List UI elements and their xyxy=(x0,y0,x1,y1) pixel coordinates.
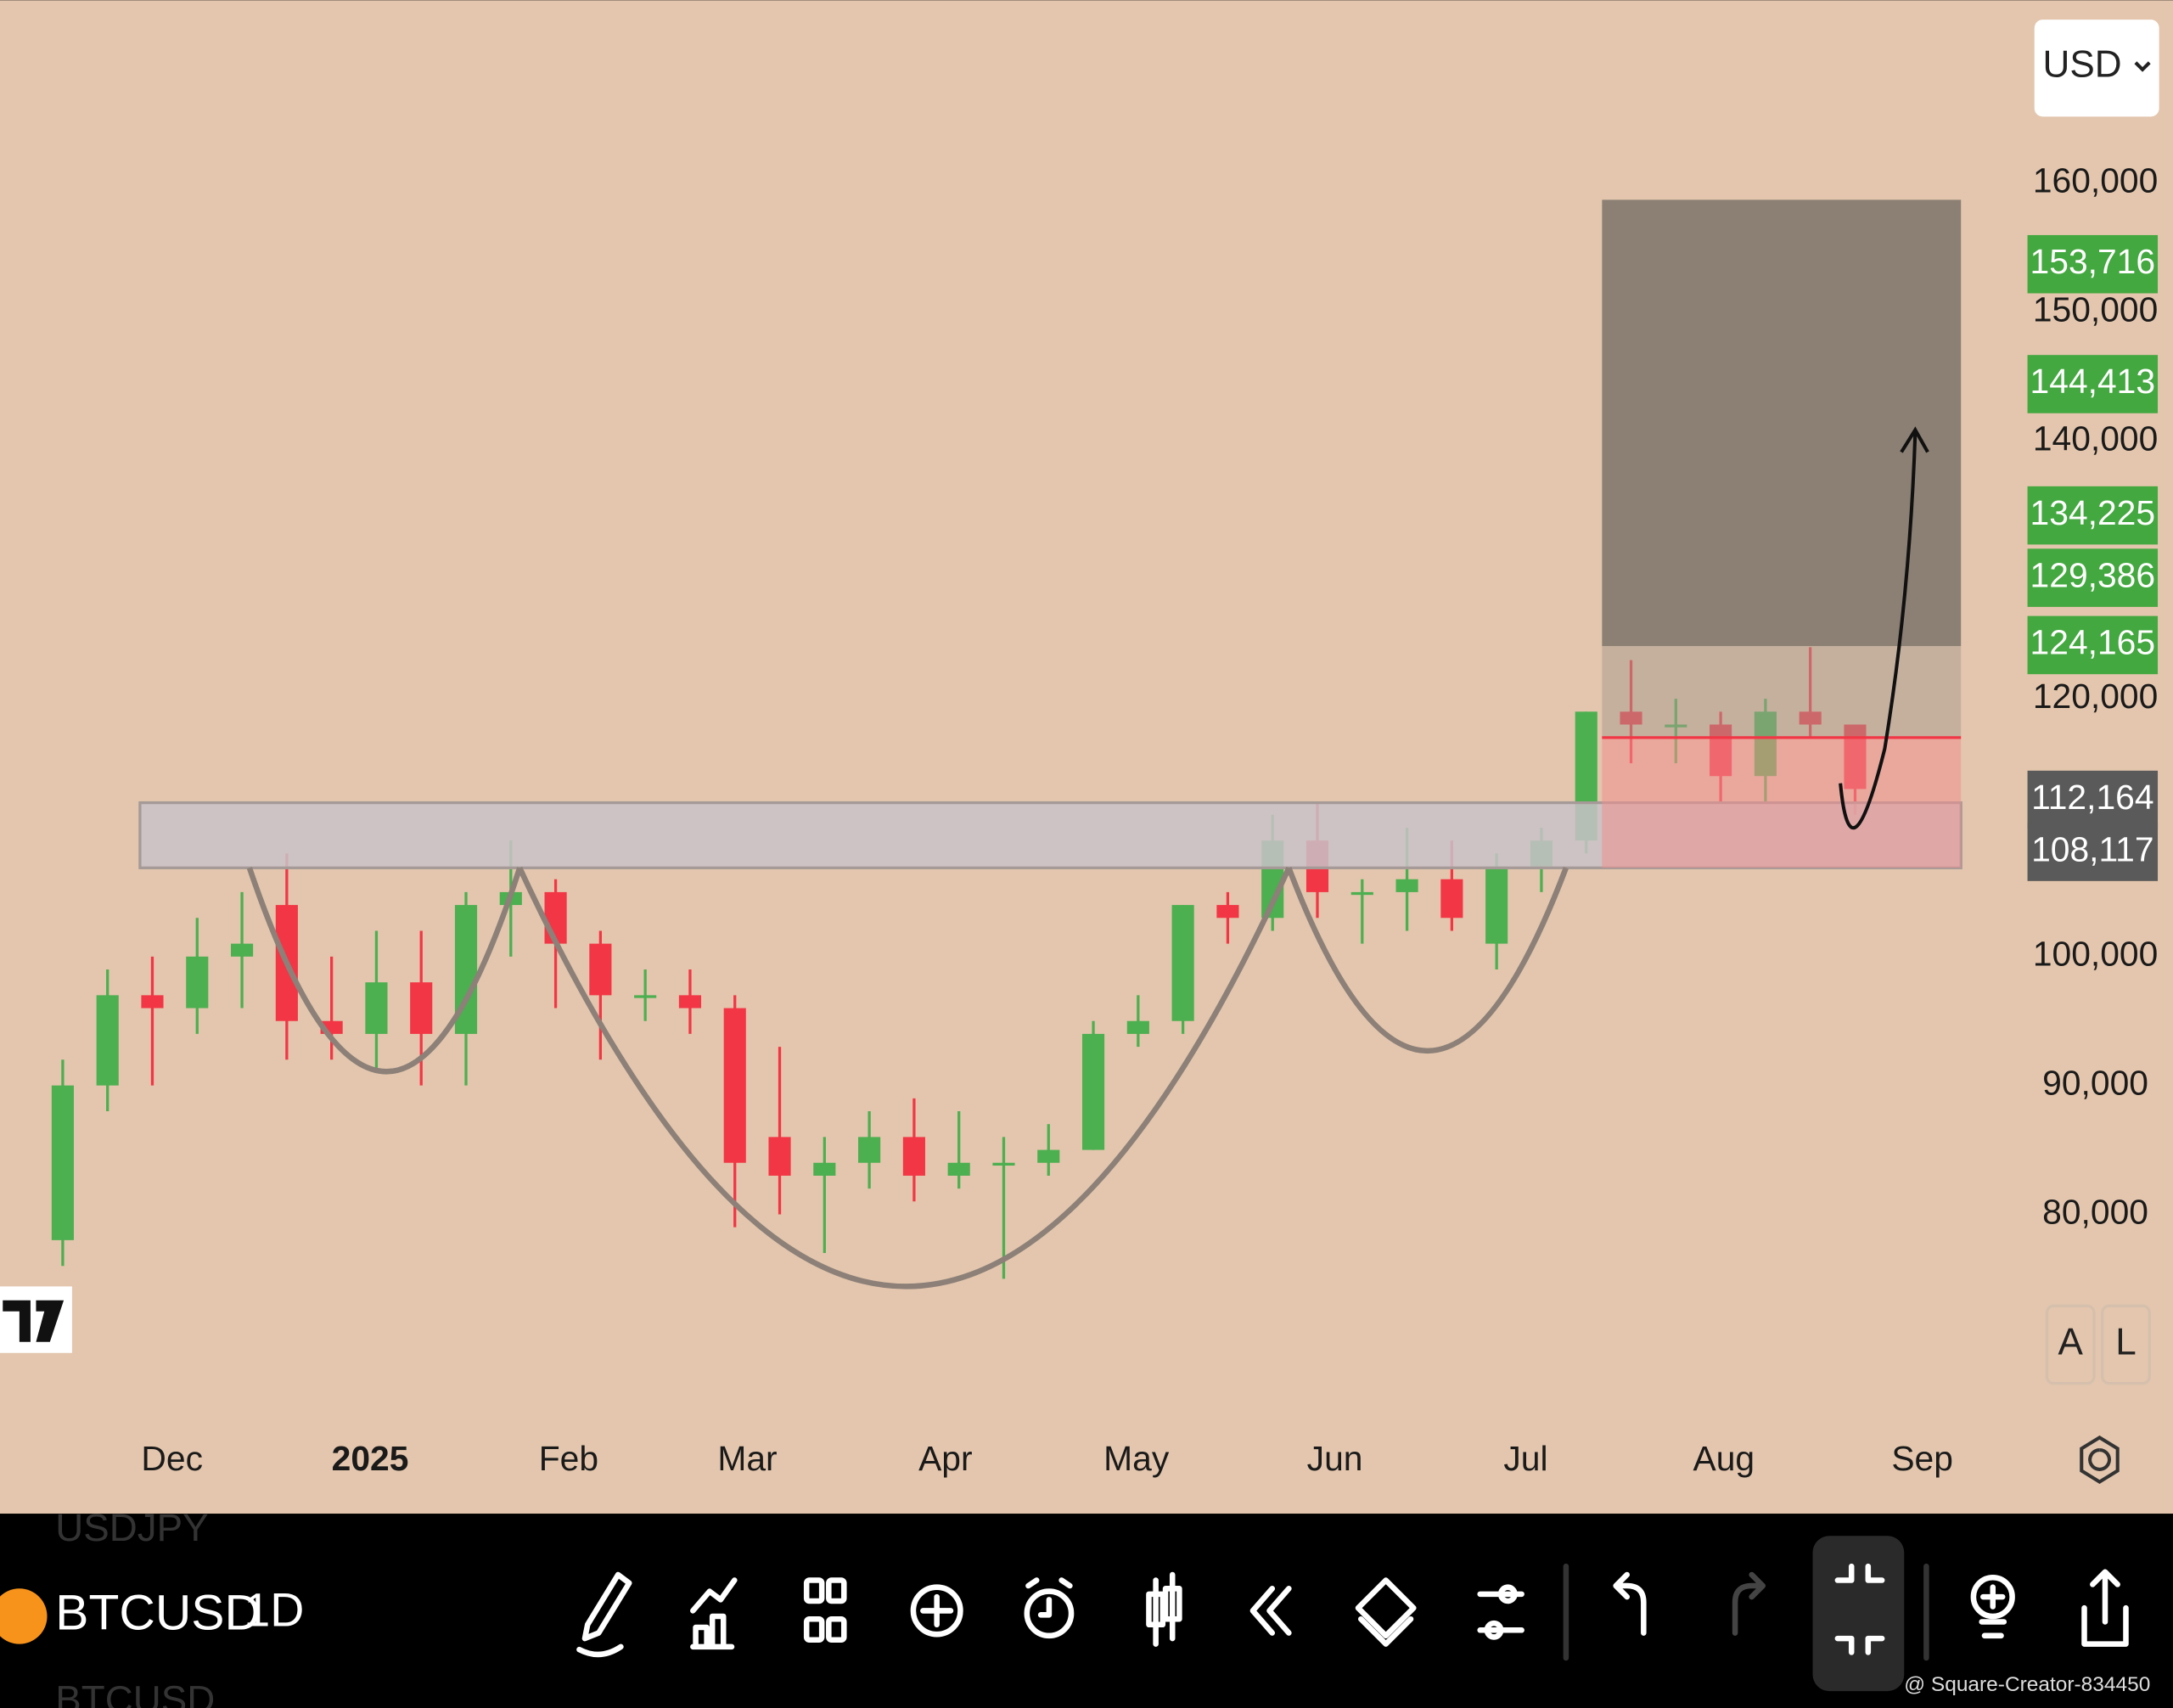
toolbar xyxy=(0,1514,2173,1708)
candle-body xyxy=(1171,905,1194,1021)
scale-button[interactable]: A xyxy=(2045,1304,2096,1385)
y-tick-label: 150,000 xyxy=(2033,289,2158,329)
btc-icon xyxy=(0,1588,48,1644)
watchlist-item[interactable]: USDJPY xyxy=(55,1506,208,1549)
candle-body xyxy=(1126,1020,1149,1034)
candle-body xyxy=(96,995,119,1086)
price-tag xyxy=(2027,770,2159,829)
candle-body xyxy=(858,1137,881,1163)
scale-button[interactable]: L xyxy=(2101,1304,2151,1385)
price-tag-label: 153,716 xyxy=(2030,242,2155,281)
axes: Dec 2025 Feb Mar Apr May Jun Jul Aug Sep 80,000 90,… xyxy=(141,161,2158,1478)
x-tick-label: Dec xyxy=(141,1439,203,1478)
price-tag-label: 124,165 xyxy=(2030,623,2155,662)
toolbar-icons[interactable] xyxy=(576,1536,2129,1692)
y-tick-label: 80,000 xyxy=(2042,1192,2148,1231)
price-tag xyxy=(2027,486,2159,545)
candle-body xyxy=(1395,879,1418,892)
candle-body xyxy=(1350,891,1373,896)
price-tag xyxy=(2027,234,2159,294)
candle-body xyxy=(1485,866,1508,944)
x-tick-label: Apr xyxy=(918,1439,973,1478)
x-tick-label: Aug xyxy=(1693,1439,1755,1478)
settings-icon[interactable] xyxy=(2080,1435,2120,1484)
x-tick-label: May xyxy=(1103,1439,1170,1478)
candle-body xyxy=(410,982,433,1034)
projection-arrow xyxy=(1839,432,1918,830)
price-tag xyxy=(2027,615,2159,675)
candle-body xyxy=(634,995,657,998)
price-tag-label: 144,413 xyxy=(2030,362,2155,401)
y-tick-label: 140,000 xyxy=(2033,419,2158,458)
arrow-head xyxy=(1900,426,1929,453)
candle-body xyxy=(947,1162,970,1176)
cup-curve xyxy=(1286,867,1569,1053)
x-tick-label: Sep xyxy=(1891,1439,1953,1478)
watchlist-item[interactable]: BTCUSD xyxy=(55,1677,215,1708)
candle-body xyxy=(1440,879,1463,919)
price-tag-label: 112,164 xyxy=(2031,778,2153,817)
x-tick-label: Feb xyxy=(539,1439,598,1478)
currency-label: USD xyxy=(2043,43,2122,85)
x-tick-label: Mar xyxy=(717,1439,777,1478)
entry-zone xyxy=(1602,646,1962,738)
price-tag-label: 108,117 xyxy=(2031,829,2153,868)
y-tick-label: 100,000 xyxy=(2033,935,2158,974)
price-tag xyxy=(2027,548,2159,607)
candle-body xyxy=(813,1162,836,1176)
price-tag-label: 129,386 xyxy=(2030,555,2155,594)
candle-body xyxy=(589,943,612,996)
interval[interactable]: 1D xyxy=(244,1583,304,1636)
candle-body xyxy=(723,1008,746,1163)
stop-zone xyxy=(1602,737,1962,868)
price-tag xyxy=(2027,823,2159,881)
y-tick-label: 120,000 xyxy=(2033,677,2158,716)
candle-body xyxy=(231,943,254,957)
candle-body xyxy=(51,1085,74,1240)
drawings xyxy=(138,199,1962,1289)
candle-body xyxy=(768,1137,791,1176)
y-tick-label: 90,000 xyxy=(2042,1063,2148,1102)
cup-curve xyxy=(246,867,523,1075)
candle-body xyxy=(1081,1033,1105,1150)
x-tick-label: Jul xyxy=(1503,1439,1547,1478)
candle-body xyxy=(1216,905,1239,919)
candle-body xyxy=(992,1162,1015,1166)
scale-label: L xyxy=(2115,1322,2137,1363)
candle-body xyxy=(141,995,164,1009)
candle-body xyxy=(544,891,567,944)
candle-body xyxy=(678,995,702,1009)
watermark: @ Square-Creator-834450 xyxy=(1904,1673,2150,1696)
price-tag xyxy=(2027,355,2159,413)
cup-curve xyxy=(517,866,1292,1289)
candle-body xyxy=(365,982,388,1034)
candle-body xyxy=(902,1137,925,1176)
currency-select[interactable]: USD xyxy=(2034,20,2159,117)
x-tick-label: 2025 xyxy=(332,1439,409,1478)
target-zone xyxy=(1602,199,1962,647)
x-tick-label: Jun xyxy=(1307,1439,1363,1478)
tradingview-logo xyxy=(0,1286,72,1353)
y-tick-label: 160,000 xyxy=(2033,161,2158,200)
price-tag-label: 134,225 xyxy=(2030,493,2155,532)
scale-label: A xyxy=(2058,1322,2083,1363)
candle-body xyxy=(186,956,209,1009)
candle-body xyxy=(1037,1149,1060,1163)
symbol[interactable]: BTCUSD xyxy=(55,1585,261,1640)
